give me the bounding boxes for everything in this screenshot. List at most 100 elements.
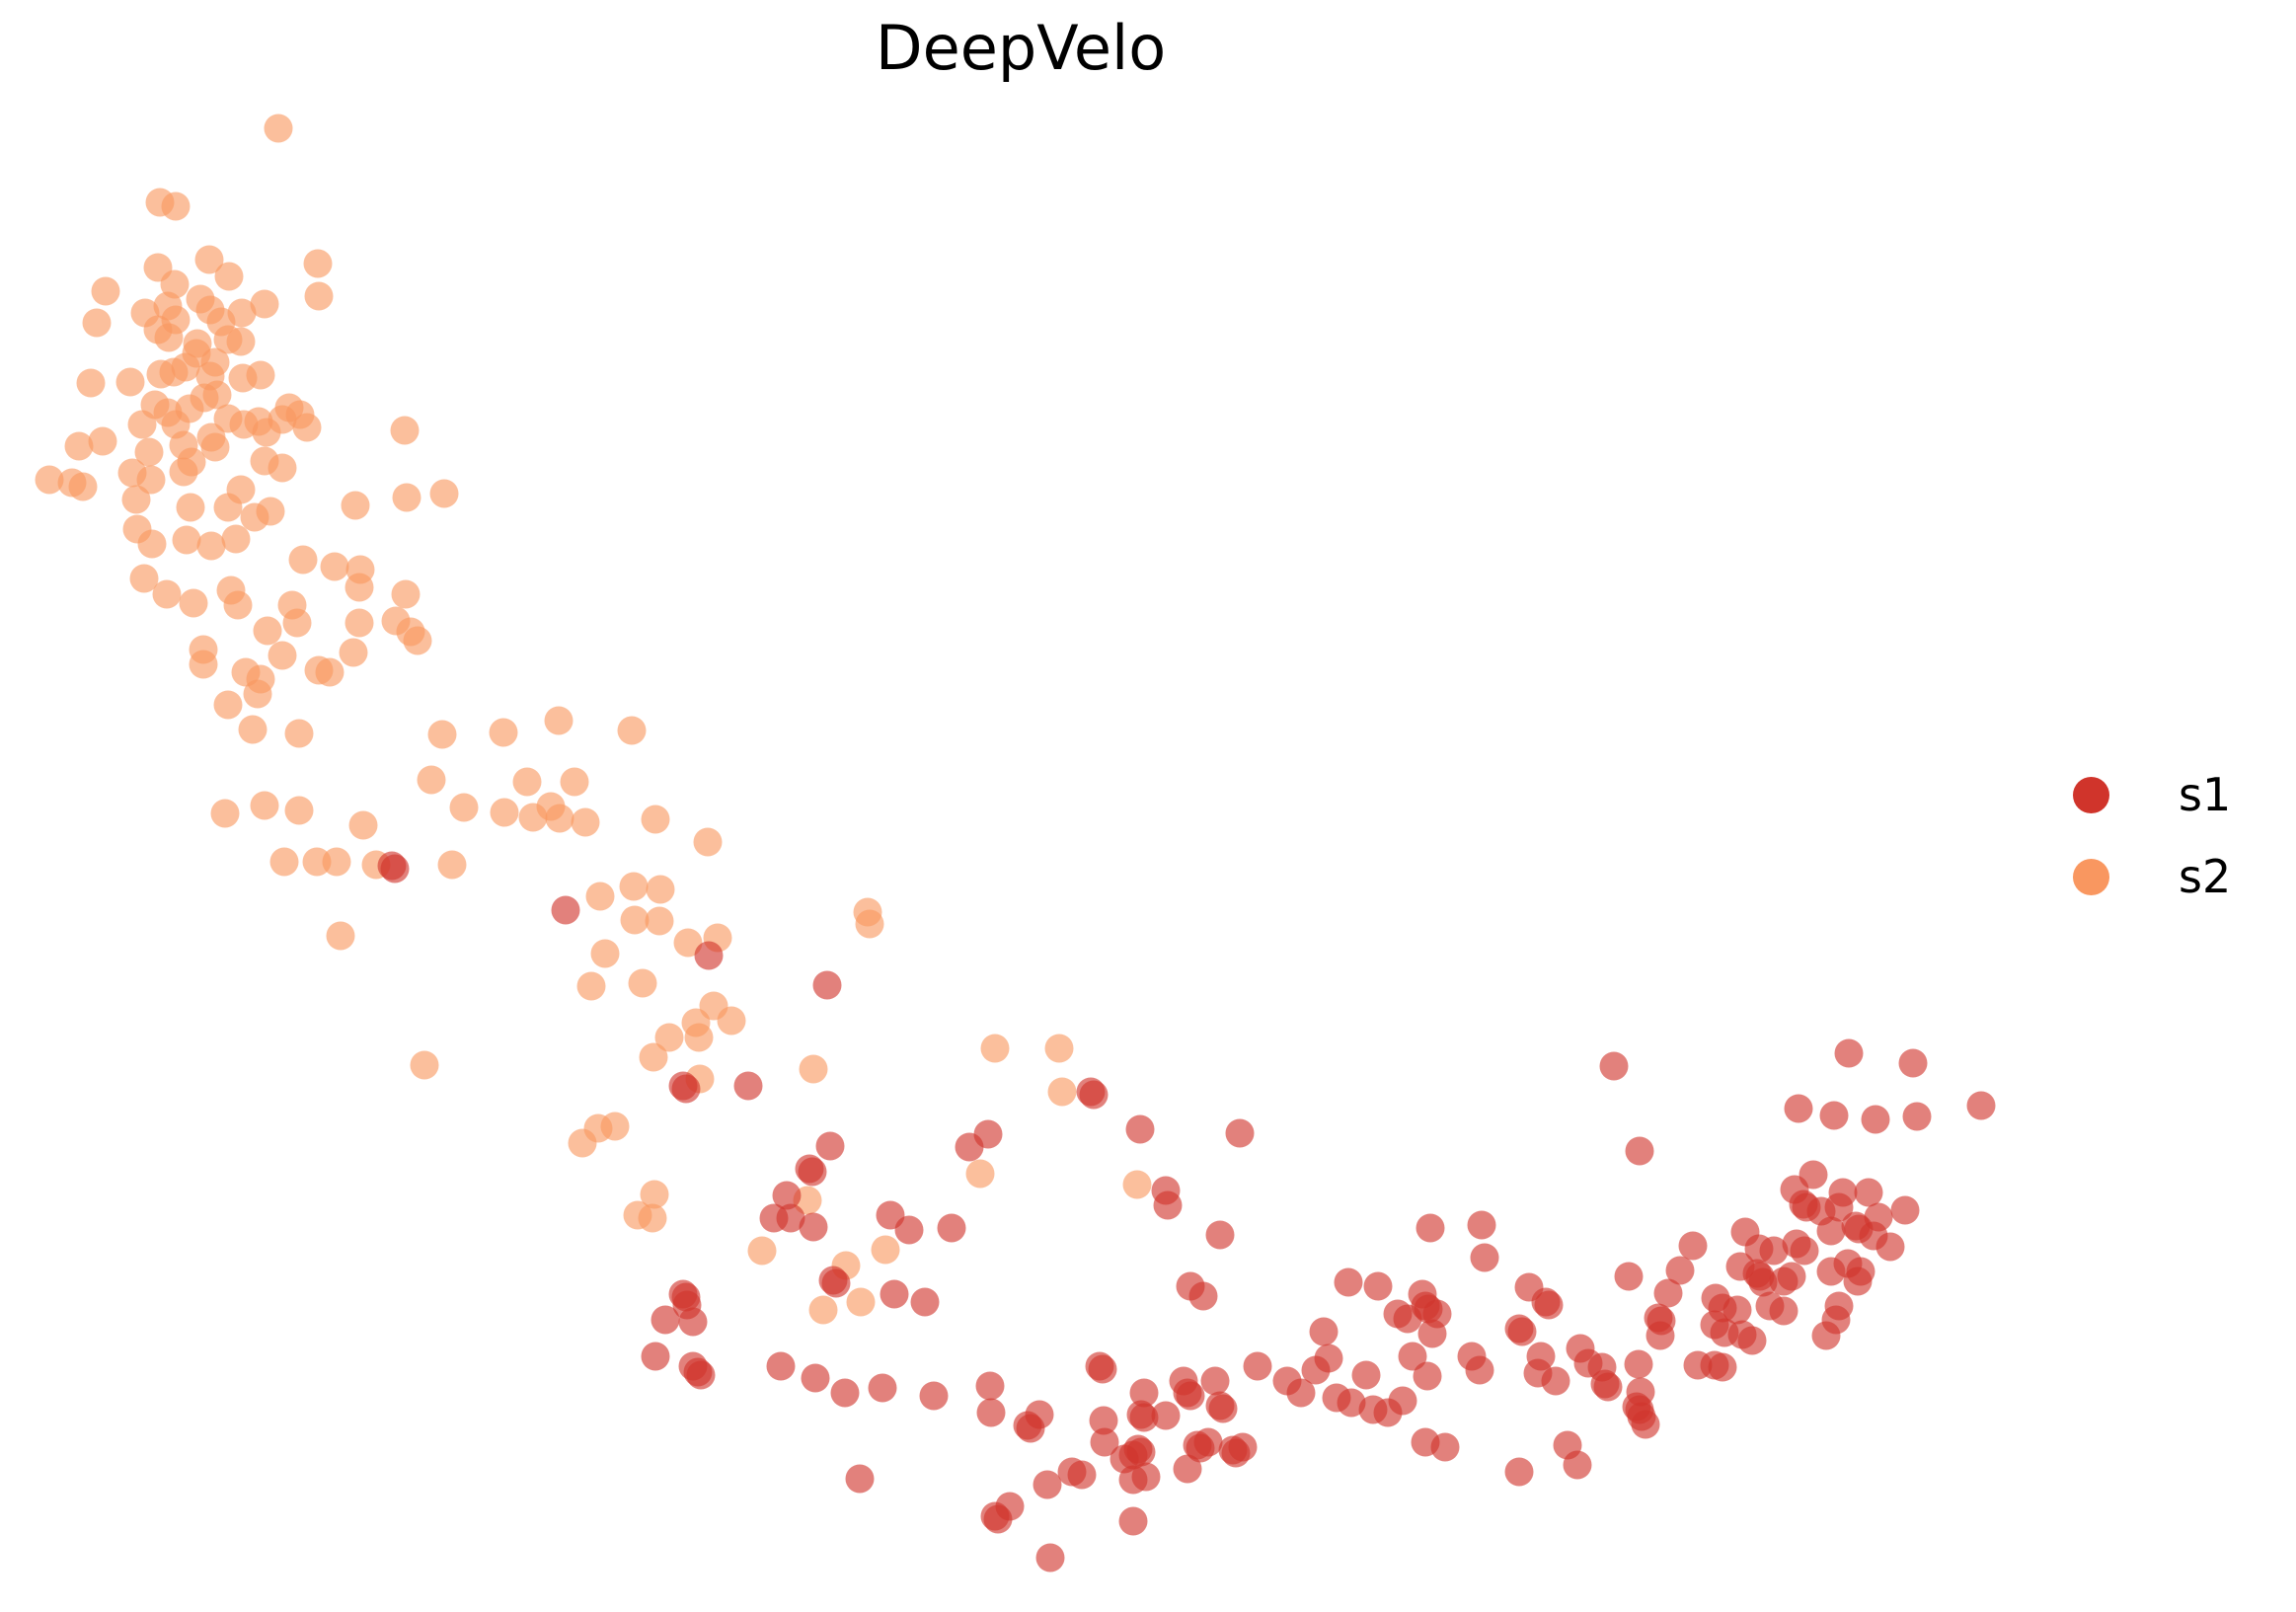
point-s1 xyxy=(678,1307,708,1337)
legend-marker-s1 xyxy=(2073,776,2109,813)
point-s2 xyxy=(391,579,421,609)
point-s2 xyxy=(980,1034,1010,1063)
point-s2 xyxy=(152,579,182,609)
point-s2 xyxy=(264,114,293,143)
point-s1 xyxy=(1769,1296,1799,1326)
legend-label-s1: s1 xyxy=(2179,768,2232,821)
point-s2 xyxy=(284,719,314,748)
point-s2 xyxy=(390,416,420,445)
point-s1 xyxy=(686,1360,716,1390)
point-s1 xyxy=(1631,1410,1660,1439)
point-s2 xyxy=(176,493,205,522)
point-s2 xyxy=(747,1236,777,1266)
point-s1 xyxy=(1708,1352,1737,1382)
point-s1 xyxy=(937,1213,966,1243)
point-s1 xyxy=(1467,1210,1496,1240)
point-s1 xyxy=(1819,1101,1849,1130)
point-s2 xyxy=(846,1287,876,1317)
plot-title: DeepVelo xyxy=(875,12,1167,84)
point-s2 xyxy=(121,485,151,514)
point-s2 xyxy=(115,367,145,397)
point-s1 xyxy=(1351,1360,1381,1390)
point-s2 xyxy=(238,715,268,744)
point-s1 xyxy=(975,1371,1005,1401)
point-s2 xyxy=(68,472,98,501)
point-s2 xyxy=(590,939,620,968)
point-s1 xyxy=(1806,1196,1836,1226)
point-s2 xyxy=(1047,1077,1077,1107)
point-s1 xyxy=(1126,1437,1156,1467)
point-s1 xyxy=(1737,1326,1767,1355)
point-s1 xyxy=(1417,1319,1447,1348)
point-s2 xyxy=(213,493,243,522)
point-s2 xyxy=(250,289,279,319)
point-s2 xyxy=(210,799,240,828)
point-s1 xyxy=(868,1373,897,1403)
point-s2 xyxy=(341,491,370,520)
point-s1 xyxy=(1193,1427,1223,1457)
point-s1 xyxy=(1563,1450,1592,1480)
legend-item-s1: s1 xyxy=(2073,772,2231,817)
point-s1 xyxy=(1678,1231,1708,1261)
point-s2 xyxy=(544,706,574,735)
point-s2 xyxy=(1122,1170,1152,1199)
point-s1 xyxy=(1393,1304,1422,1334)
point-s1 xyxy=(1898,1048,1928,1078)
point-s2 xyxy=(1044,1034,1074,1063)
point-s1 xyxy=(1843,1267,1873,1296)
point-s2 xyxy=(392,483,421,512)
point-s2 xyxy=(326,921,355,951)
point-s1 xyxy=(1067,1460,1097,1490)
point-s1 xyxy=(1088,1354,1117,1384)
point-s2 xyxy=(449,793,479,822)
point-s1 xyxy=(1614,1262,1644,1291)
point-s1 xyxy=(1188,1281,1218,1311)
point-s2 xyxy=(410,1050,439,1080)
point-s1 xyxy=(1507,1317,1537,1346)
point-s2 xyxy=(137,529,167,559)
point-s2 xyxy=(284,796,314,825)
point-s2 xyxy=(583,1113,613,1143)
point-s1 xyxy=(1828,1178,1858,1207)
point-s2 xyxy=(620,905,650,935)
point-s2 xyxy=(268,641,297,670)
point-s2 xyxy=(250,446,279,476)
point-s1 xyxy=(1784,1094,1813,1123)
point-s1 xyxy=(1118,1465,1148,1495)
legend-label-s2: s2 xyxy=(2179,850,2232,903)
point-s1 xyxy=(1118,1506,1148,1536)
point-s1 xyxy=(1834,1038,1864,1068)
point-s1 xyxy=(1593,1372,1623,1402)
point-s2 xyxy=(965,1159,995,1189)
point-s2 xyxy=(256,497,285,526)
point-s1 xyxy=(798,1157,827,1187)
point-s1 xyxy=(1777,1262,1806,1291)
point-s1 xyxy=(1902,1102,1932,1131)
point-s2 xyxy=(855,909,884,939)
point-s2 xyxy=(639,1042,668,1072)
point-s2 xyxy=(348,810,378,840)
point-s2 xyxy=(179,588,208,618)
point-s1 xyxy=(799,1212,828,1242)
point-s1 xyxy=(1033,1470,1062,1499)
point-s2 xyxy=(344,573,374,602)
point-s1 xyxy=(380,854,410,883)
point-s1 xyxy=(919,1381,949,1411)
point-s2 xyxy=(320,552,349,581)
point-s1 xyxy=(894,1215,924,1245)
point-s2 xyxy=(243,679,272,709)
point-s1 xyxy=(671,1074,701,1104)
point-s2 xyxy=(808,1295,838,1325)
point-s1 xyxy=(1225,1118,1255,1148)
point-s2 xyxy=(303,249,333,278)
point-s1 xyxy=(1301,1355,1331,1385)
point-s1 xyxy=(1811,1321,1841,1350)
point-s2 xyxy=(82,308,112,338)
point-s1 xyxy=(821,1268,851,1298)
point-s1 xyxy=(1790,1236,1819,1266)
point-s2 xyxy=(645,906,674,936)
point-s2 xyxy=(560,767,589,797)
legend-marker-s2 xyxy=(2073,858,2109,895)
